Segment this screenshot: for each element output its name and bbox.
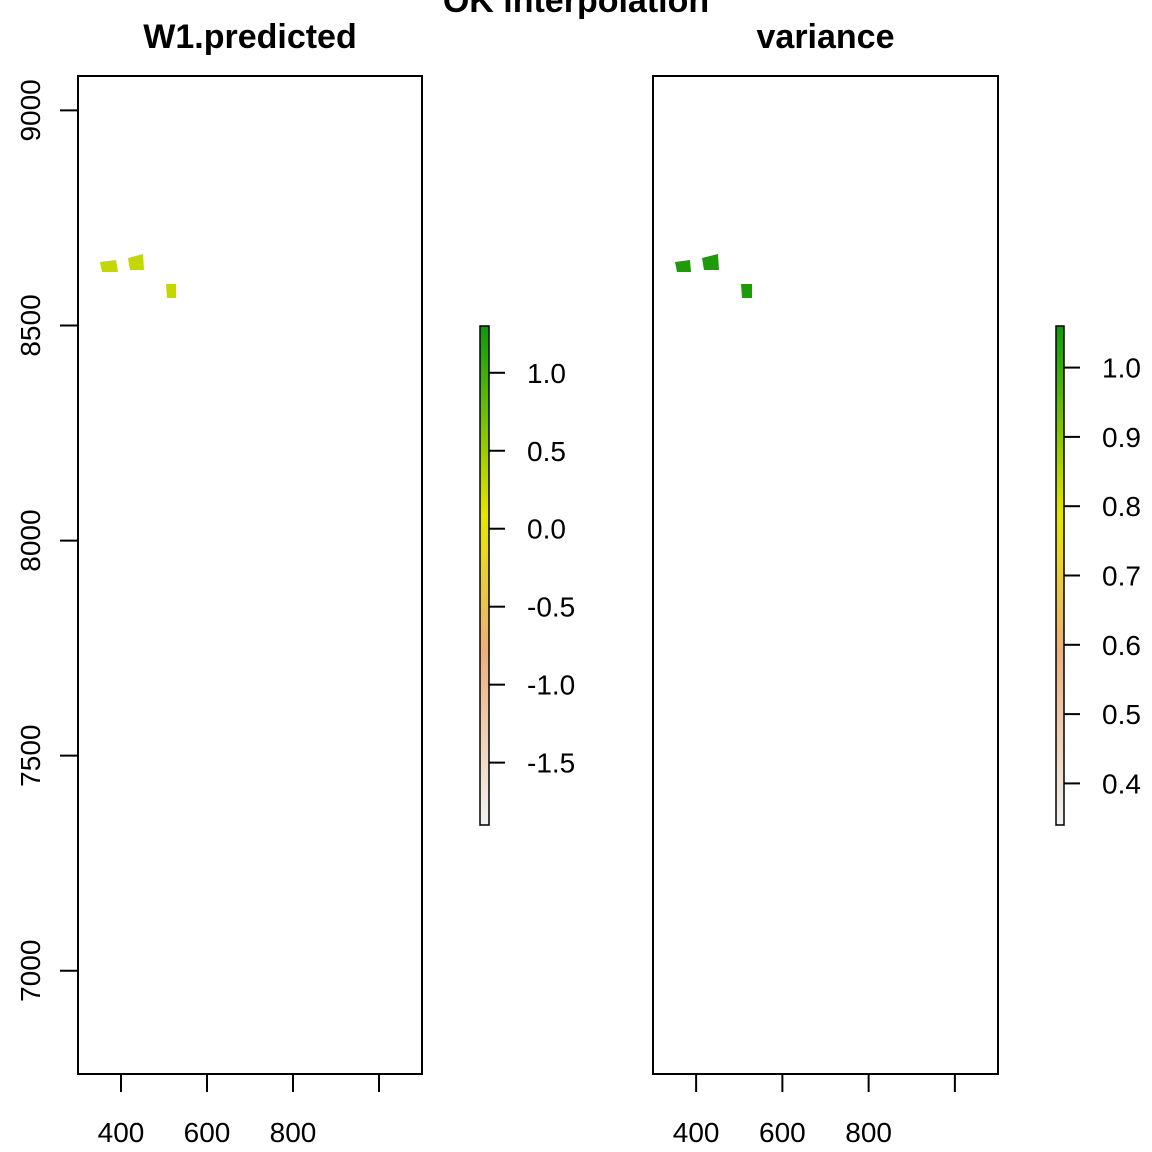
variance-sample-spot [798,448,842,492]
variance-sample-spot [928,308,972,352]
colorbar-tick-label: 0.4 [1102,768,1141,799]
y-tick-label: 7500 [15,725,46,787]
y-tick-label: 8500 [15,294,46,356]
panel-title-variance: variance [756,18,895,56]
colorbar-tick-label: 0.6 [1102,630,1141,661]
variance-colorbar [1055,325,1065,826]
x-tick-label: 400 [98,1117,145,1148]
y-tick-label: 9000 [15,79,46,141]
predicted-colorbar [479,325,490,826]
predicted-islet [128,254,144,270]
variance-sample-spot [888,538,932,582]
x-tick-label: 600 [184,1117,231,1148]
x-tick-label: 600 [759,1117,806,1148]
variance-sample-spot [938,378,982,422]
variance-sample-spot [698,838,742,882]
variance-sample-spot [678,698,722,742]
variance-sample-spot [718,448,762,492]
variance-sample-spot [778,828,822,872]
predicted-islet [100,260,118,272]
variance-sample-spot [828,678,872,722]
colorbar-tick-label: -1.0 [527,670,575,701]
variance-sample-spot [718,738,762,782]
predicted-x-axis: 400 600 800 [98,1074,380,1148]
x-tick-label: 400 [673,1117,720,1148]
variance-plot-frame [652,75,999,1075]
variance-sample-spot [858,448,902,492]
variance-sample-spot [708,658,752,702]
variance-colorbar-ticks: 1.0 0.9 0.8 0.7 0.6 0.5 0.4 [1064,353,1141,799]
variance-sample-spot [698,538,742,582]
variance-sample-spot [883,298,927,342]
x-tick-label: 800 [845,1117,892,1148]
colorbar-tick-label: 1.0 [1102,353,1141,384]
variance-sample-spot [878,478,922,522]
variance-islet [702,254,719,270]
variance-sample-spot [808,508,852,552]
variance-map [661,250,993,900]
variance-sample-spot [858,578,902,622]
colorbar-tick-label: 0.9 [1102,422,1141,453]
variance-sample-spot [828,478,872,522]
variance-sample-spot [668,838,712,882]
colorbar-tick-label: 0.5 [527,436,566,467]
variance-sample-spot [808,768,852,812]
variance-sample-spot [818,408,862,452]
variance-sample-spot [738,428,782,472]
colorbar-tick-label: -1.5 [527,748,575,779]
variance-islet [741,284,752,298]
variance-x-axis: 400 600 800 [673,1074,956,1148]
colorbar-tick-label: 0.7 [1102,561,1141,592]
variance-sample-spot [678,498,722,542]
variance-sample-spot [818,718,862,762]
variance-sample-spot [898,418,942,462]
predicted-plot-frame [77,75,423,1075]
predicted-colorbar-ticks: 1.0 0.5 0.0 -0.5 -1.0 -1.5 [489,358,575,779]
variance-sample-spot [718,798,762,842]
y-tick-label: 7000 [15,940,46,1002]
colorbar-tick-label: 1.0 [527,358,566,389]
x-tick-label: 800 [270,1117,317,1148]
variance-sample-spot [668,798,712,842]
predicted-y-axis: 7000 7500 8000 8500 9000 [15,79,78,1002]
colorbar-tick-label: 0.0 [527,514,566,545]
y-tick-label: 8000 [15,509,46,571]
colorbar-tick-label: 0.8 [1102,491,1141,522]
variance-sample-spot [738,858,782,900]
variance-sample-spot [661,738,702,782]
colorbar-tick-label: -0.5 [527,592,575,623]
panel-title-predicted: W1.predicted [143,18,357,56]
variance-sample-spot [698,618,742,662]
predicted-islet [166,284,176,298]
colorbar-tick-label: 0.5 [1102,699,1141,730]
variance-sample-spot [688,578,732,622]
main-title: OK interpolation [442,0,710,20]
variance-islet [675,260,691,272]
variance-sample-spot [838,628,882,672]
predicted-map [86,250,418,900]
variance-sample-spot [913,338,957,382]
